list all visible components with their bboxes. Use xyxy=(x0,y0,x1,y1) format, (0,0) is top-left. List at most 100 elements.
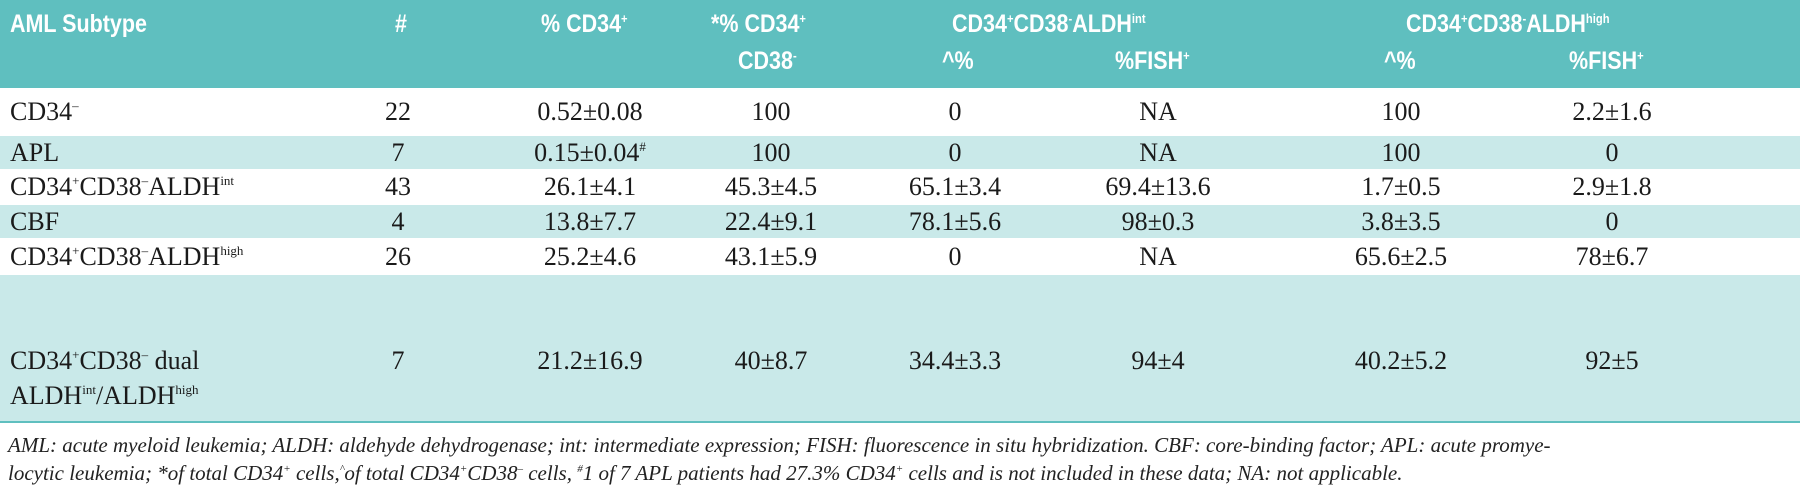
hg-int-c: ALDH xyxy=(1072,10,1132,38)
header-int-fish-text: %FISH xyxy=(1115,47,1184,75)
header-aml-subtype: AML Subtype xyxy=(10,9,147,39)
header-high-fish-sup: + xyxy=(1637,48,1644,63)
cell-high-pct: 65.6±2.5 xyxy=(1354,242,1448,271)
cell-int-pct: 0 xyxy=(948,97,962,126)
cell-count: 4 xyxy=(391,207,405,236)
row-label-line2: ALDHint/ALDHhigh xyxy=(10,381,199,411)
cell-pct-cd38: 100 xyxy=(751,138,791,167)
rl-c-sup: int xyxy=(220,173,235,188)
cell-pct-cd38: 22.4±9.1 xyxy=(724,207,818,236)
cell-pct-cd34: 26.1±4.1 xyxy=(543,172,637,201)
table-row: CD34+CD38–ALDHhigh 26 25.2±4.6 43.1±5.9 … xyxy=(0,238,1800,275)
fn-p2a-sup: + xyxy=(283,463,291,475)
header-high-pct-text: ^% xyxy=(1384,47,1416,75)
cell-count: 7 xyxy=(391,346,405,375)
header-int-fish: %FISH+ xyxy=(1115,46,1190,76)
cell-count: 22 xyxy=(385,97,411,126)
cell-int-pct: 34.4±3.3 xyxy=(908,346,1002,375)
header-int-pct: ^% xyxy=(942,46,974,76)
rl-a-sup: + xyxy=(72,173,80,188)
row-label: CD34+CD38–ALDHhigh xyxy=(10,242,243,272)
cell-high-fish: 0 xyxy=(1605,207,1619,236)
cell-pct-cd34: 25.2±4.6 xyxy=(543,242,637,271)
cell-count: 26 xyxy=(385,242,411,271)
hg-int-b-sup: - xyxy=(1068,11,1073,26)
rl-b-sup: – xyxy=(141,243,149,258)
fn-p2f: 1 of 7 APL patients had 27.3% CD34 xyxy=(582,461,896,485)
cell-pct-cd34-text: 0.15±0.04 xyxy=(534,138,640,167)
fn-p2c: of total CD34 xyxy=(344,461,460,485)
cell-int-fish: 69.4±13.6 xyxy=(1105,172,1211,201)
cell-pct-cd38: 43.1±5.9 xyxy=(724,242,818,271)
rl2-a: ALDH xyxy=(10,381,83,410)
fn-p2f-sup: + xyxy=(895,463,904,475)
cell-count: 7 xyxy=(391,138,405,167)
fn-p2b-sup: ^ xyxy=(339,463,345,475)
header-int-fish-sup: + xyxy=(1183,48,1190,63)
fn-p2e: cells, xyxy=(522,461,578,485)
row-label: CD34+CD38–ALDHint xyxy=(10,172,234,202)
hg-high-c: ALDH xyxy=(1526,10,1586,38)
header-count-text: # xyxy=(395,10,407,38)
table-footnote: AML: acute myeloid leukemia; ALDH: aldeh… xyxy=(0,421,1800,500)
fn-p2e-sup: # xyxy=(577,463,583,475)
fn-p2d-sup: – xyxy=(517,463,523,475)
cell-pct-cd38: 100 xyxy=(751,97,791,126)
rl-b-sup: – xyxy=(141,347,149,362)
rl-a: CD34 xyxy=(10,172,73,201)
header-pct-cd34-sup: + xyxy=(621,11,628,26)
cell-high-fish: 2.2±1.6 xyxy=(1572,97,1652,126)
table-row: APL 7 0.15±0.04# 100 0 NA 100 0 xyxy=(0,136,1800,169)
header-pct-cd34-line1: *% CD34+ xyxy=(711,9,806,39)
rl-b: CD38 xyxy=(79,346,142,375)
header-group-aldh-int: CD34+CD38-ALDHint xyxy=(952,9,1146,39)
cell-high-pct: 1.7±0.5 xyxy=(1361,172,1441,201)
hg-high-b: CD38 xyxy=(1467,10,1523,38)
cell-pct-cd34-sup: # xyxy=(639,139,646,154)
rl-a: CD34 xyxy=(10,242,73,271)
footnote-text: AML: acute myeloid leukemia; ALDH: aldeh… xyxy=(0,423,1800,487)
header-group-aldh-high: CD34+CD38-ALDHhigh xyxy=(1406,9,1610,39)
header-pct-cd38-line2-sup: - xyxy=(792,48,797,63)
cell-high-pct: 40.2±5.2 xyxy=(1354,346,1448,375)
row-label-text: CD34 xyxy=(10,97,73,126)
hg-int-a: CD34 xyxy=(952,10,1007,38)
hg-high-a-sup: + xyxy=(1460,11,1468,26)
header-int-pct-text: ^% xyxy=(942,47,974,75)
rl-b-sup: – xyxy=(141,173,149,188)
cell-int-fish: 94±4 xyxy=(1131,346,1185,375)
rl2-b: /ALDH xyxy=(95,381,176,410)
table-row: CD34– 22 0.52±0.08 100 0 NA 100 2.2±1.6 xyxy=(0,88,1800,136)
fn-p2c-sup: + xyxy=(459,463,468,475)
header-count: # xyxy=(395,9,407,39)
header-pct-cd34-line1-sup: + xyxy=(799,11,806,26)
cell-int-fish: NA xyxy=(1139,138,1177,167)
table-row: CD34+CD38–ALDHint 43 26.1±4.1 45.3±4.5 6… xyxy=(0,169,1800,205)
table-row: CD34+CD38– dual ALDHint/ALDHhigh 7 21.2±… xyxy=(0,275,1800,421)
cell-int-fish: NA xyxy=(1139,242,1177,271)
hg-int-c-sup: int xyxy=(1131,11,1146,26)
rl-c-sup: high xyxy=(220,243,244,258)
header-high-fish: %FISH+ xyxy=(1569,46,1644,76)
header-high-fish-text: %FISH xyxy=(1569,47,1638,75)
rl-b: CD38 xyxy=(79,172,142,201)
cell-pct-cd34: 13.8±7.7 xyxy=(543,207,637,236)
header-high-pct: ^% xyxy=(1384,46,1416,76)
cell-pct-cd38: 45.3±4.5 xyxy=(724,172,818,201)
cell-high-fish: 2.9±1.8 xyxy=(1572,172,1652,201)
cell-int-pct: 78.1±5.6 xyxy=(908,207,1002,236)
hg-high-b-sup: - xyxy=(1522,11,1527,26)
cell-int-pct: 0 xyxy=(948,138,962,167)
cell-high-fish: 92±5 xyxy=(1585,346,1639,375)
row-label-sup: – xyxy=(72,98,79,113)
table-header: AML Subtype # % CD34+ *% CD34+ CD38- CD3… xyxy=(0,0,1800,88)
rl-a: CD34 xyxy=(10,346,73,375)
cell-high-pct: 100 xyxy=(1381,97,1421,126)
header-aml-subtype-text: AML Subtype xyxy=(10,10,147,38)
fn-p2a: locytic leukemia; *of total CD34 xyxy=(8,461,284,485)
cell-high-pct: 100 xyxy=(1381,138,1421,167)
header-pct-cd38-line2: CD38- xyxy=(738,46,797,76)
hg-high-c-sup: high xyxy=(1585,11,1610,26)
fn-p2g: cells and is not included in these data;… xyxy=(903,461,1403,485)
